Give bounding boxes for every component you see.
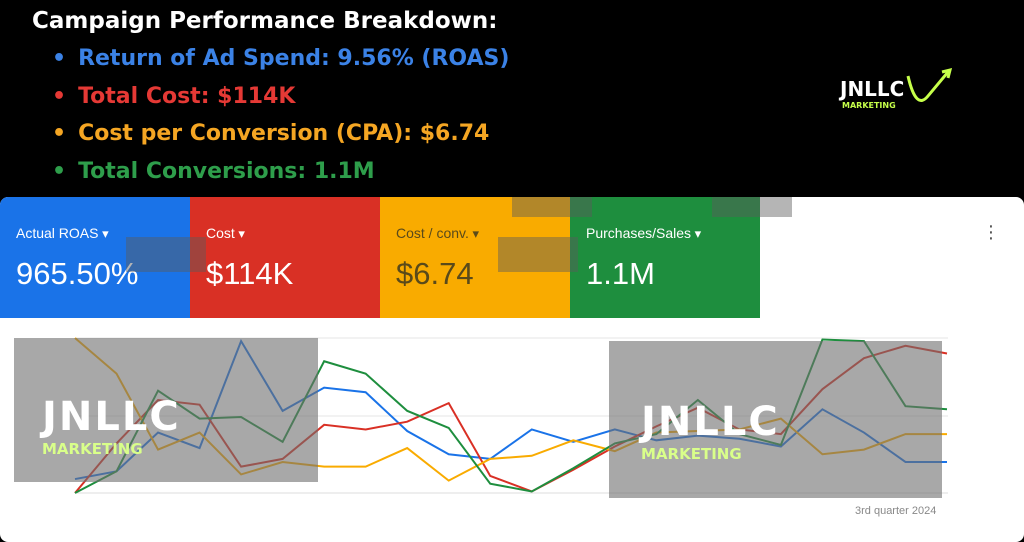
card-value: $114K — [206, 256, 294, 291]
card-value: 965.50% — [16, 256, 139, 291]
watermark — [126, 237, 206, 272]
watermark-text: JNLLC — [42, 394, 181, 440]
card-label[interactable]: Actual ROAS — [16, 225, 190, 242]
more-vert-icon[interactable]: · · · — [987, 215, 995, 249]
watermark-text: JNLLC — [641, 399, 780, 445]
dashboard-panel: Actual ROAS 965.50% Cost $114K Cost / conv… — [0, 197, 1024, 542]
card-purchases[interactable]: Purchases/Sales 1.1M — [570, 197, 760, 318]
card-value: $6.74 — [396, 256, 474, 291]
card-label[interactable]: Purchases/Sales — [586, 225, 760, 242]
watermark-right: JNLLC MARKETING — [609, 341, 942, 498]
bullet-conversions: Total Conversions: 1.1M — [52, 155, 509, 193]
svg-text:JNLLC: JNLLC — [838, 77, 904, 101]
card-roas[interactable]: Actual ROAS 965.50% — [0, 197, 190, 318]
watermark-left: JNLLC MARKETING — [14, 338, 318, 482]
watermark — [712, 197, 792, 217]
bullet-cost: Total Cost: $114K — [52, 80, 509, 118]
watermark — [512, 197, 592, 217]
bullet-roas: Return of Ad Spend: 9.56% (ROAS) — [52, 42, 509, 80]
card-label[interactable]: Cost / conv. — [396, 225, 570, 242]
summary-list: Return of Ad Spend: 9.56% (ROAS) Total C… — [52, 42, 509, 192]
bullet-cpa: Cost per Conversion (CPA): $6.74 — [52, 117, 509, 155]
card-cost[interactable]: Cost $114K — [190, 197, 380, 318]
card-label[interactable]: Cost — [206, 225, 380, 242]
watermark-subtext: MARKETING — [42, 440, 143, 458]
card-cost-per-conv[interactable]: Cost / conv. $6.74 — [380, 197, 570, 318]
watermark-subtext: MARKETING — [641, 445, 742, 463]
svg-text:MARKETING: MARKETING — [842, 101, 896, 110]
x-axis-label: 3rd quarter 2024 — [855, 505, 937, 517]
watermark — [498, 237, 578, 272]
page-title: Campaign Performance Breakdown: — [32, 8, 498, 34]
card-value: 1.1M — [586, 256, 655, 291]
brand-logo: JNLLC MARKETING — [838, 67, 953, 110]
